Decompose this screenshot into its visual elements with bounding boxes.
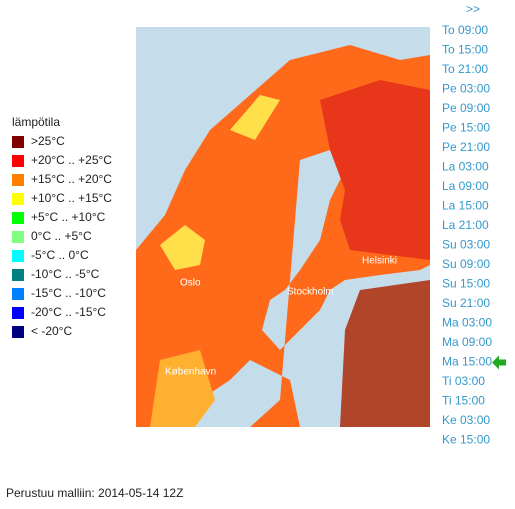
time-link[interactable]: Ti 15:00	[442, 394, 485, 408]
footer: Perustuu malliin: 2014-05-14 12Z	[6, 486, 183, 500]
time-link[interactable]: Pe 09:00	[442, 101, 490, 115]
city-label: København	[165, 367, 216, 378]
denmark	[150, 350, 215, 427]
time-link[interactable]: Su 21:00	[442, 296, 490, 310]
city-label: Oslo	[180, 278, 201, 289]
legend-title: lämpötila	[12, 115, 60, 129]
time-link[interactable]: Su 15:00	[442, 277, 490, 291]
time-link[interactable]: Pe 21:00	[442, 140, 490, 154]
legend-label: +10°C .. +15°C	[31, 191, 112, 205]
next-link[interactable]: >>	[466, 2, 480, 16]
legend-label: 0°C .. +5°C	[31, 229, 92, 243]
time-link[interactable]: Ke 03:00	[442, 413, 490, 427]
time-link[interactable]: Pe 15:00	[442, 121, 490, 135]
mountains-north	[230, 95, 280, 140]
legend-swatch	[12, 288, 24, 300]
legend-label: +15°C .. +20°C	[31, 172, 112, 186]
legend-swatch	[12, 231, 24, 243]
time-link[interactable]: Ma 15:00	[442, 355, 492, 369]
time-link[interactable]: To 15:00	[442, 43, 488, 57]
time-link[interactable]: La 03:00	[442, 160, 489, 174]
legend-label: -20°C .. -15°C	[31, 305, 106, 319]
time-link[interactable]: Ma 03:00	[442, 316, 492, 330]
legend-swatch	[12, 193, 24, 205]
legend-label: -5°C .. 0°C	[31, 248, 89, 262]
time-link[interactable]: Su 03:00	[442, 238, 490, 252]
time-link[interactable]: Pe 03:00	[442, 82, 490, 96]
time-link[interactable]: Ti 03:00	[442, 374, 485, 388]
time-link[interactable]: Su 09:00	[442, 257, 490, 271]
legend-swatch	[12, 212, 24, 224]
legend-swatch	[12, 174, 24, 186]
mountains	[160, 225, 205, 270]
time-link[interactable]: La 09:00	[442, 179, 489, 193]
time-link[interactable]: La 15:00	[442, 199, 489, 213]
selected-arrow	[492, 355, 506, 370]
time-link[interactable]: Ma 09:00	[442, 335, 492, 349]
legend-label: >25°C	[31, 134, 65, 148]
legend-label: < -20°C	[31, 324, 72, 338]
legend-swatch	[12, 269, 24, 281]
baltics	[340, 280, 430, 427]
legend-label: +20°C .. +25°C	[31, 153, 112, 167]
time-link[interactable]: To 21:00	[442, 62, 488, 76]
city-label: Helsinki	[362, 256, 397, 267]
legend-label: -15°C .. -10°C	[31, 286, 106, 300]
legend-swatch	[12, 250, 24, 262]
legend-label: -10°C .. -5°C	[31, 267, 100, 281]
city-label: Stockholm	[287, 287, 334, 298]
time-link[interactable]: To 09:00	[442, 23, 488, 37]
arctic-sea	[395, 27, 430, 55]
legend-swatch	[12, 326, 24, 338]
legend-swatch	[12, 155, 24, 167]
finland	[320, 80, 430, 260]
map	[136, 27, 430, 427]
time-link[interactable]: La 21:00	[442, 218, 489, 232]
legend-swatch	[12, 307, 24, 319]
time-link[interactable]: Ke 15:00	[442, 433, 490, 447]
legend-swatch	[12, 136, 24, 148]
legend-label: +5°C .. +10°C	[31, 210, 106, 224]
